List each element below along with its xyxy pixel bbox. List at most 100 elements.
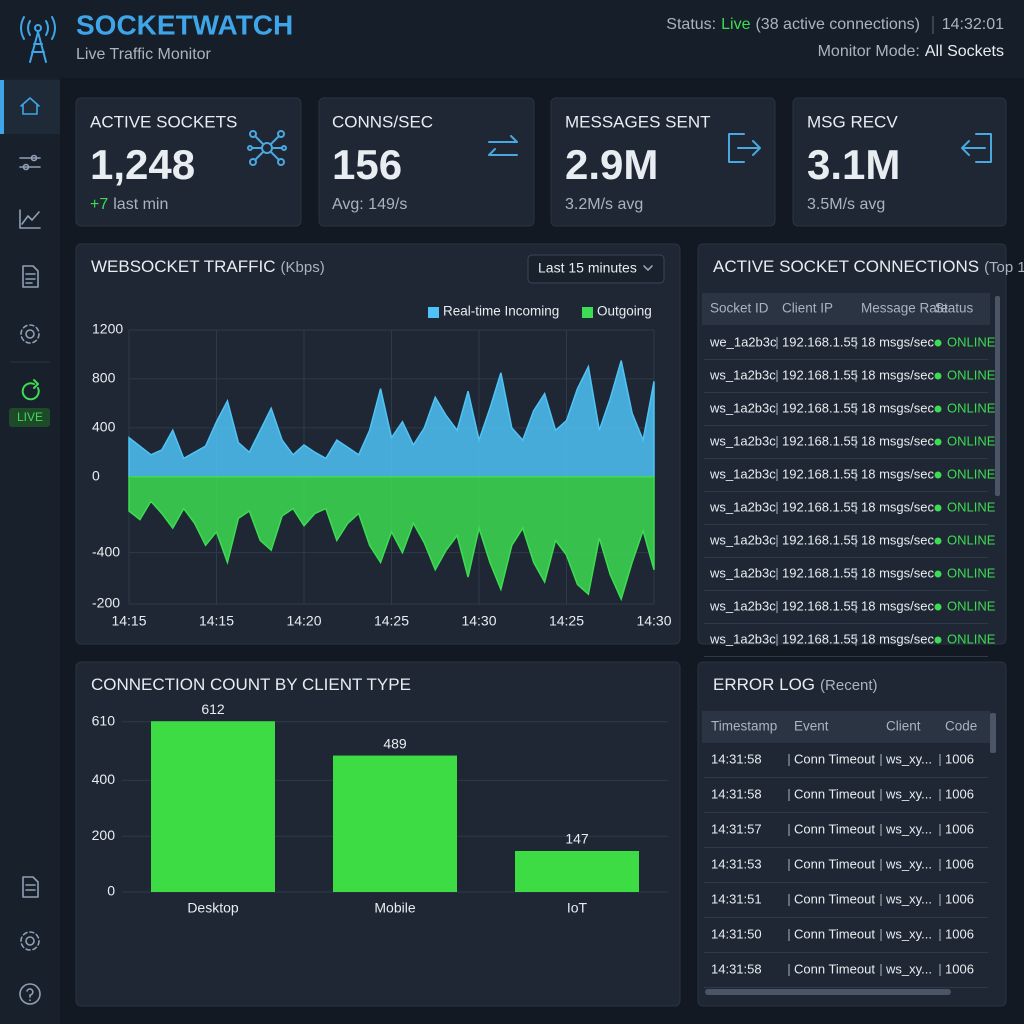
x-tick-label: 14:25 (374, 613, 409, 629)
cell: 192.168.1.55 (782, 334, 858, 349)
x-tick-label: 14:15 (111, 613, 146, 629)
cell: 18 msgs/sec (861, 466, 934, 481)
column-header: Event (794, 719, 829, 734)
legend-label: Outgoing (597, 304, 652, 319)
cell: ws_1a2b3c (709, 598, 776, 613)
cell: 1006 (945, 856, 974, 871)
title-note: (Recent) (820, 677, 878, 694)
cell: 1006 (945, 751, 974, 766)
x-tick-label: IoT (567, 900, 588, 916)
area (128, 476, 655, 602)
nav-help[interactable] (19, 983, 41, 1005)
error-card (697, 661, 1007, 1007)
status-detail: (38 active connections) (755, 16, 920, 33)
nav-home[interactable] (20, 97, 40, 115)
cell: ws_1a2b3c (709, 565, 776, 580)
cell: 192.168.1.55 (782, 631, 858, 646)
kpi-card (792, 97, 1007, 227)
kpi-icon-exchange (488, 135, 518, 156)
status-text: ONLINE (947, 532, 996, 547)
scrollbar[interactable] (995, 296, 1000, 496)
refresh[interactable] (21, 379, 40, 401)
cell: Conn Timeout (794, 891, 875, 906)
mode: Monitor Mode: All Sockets (818, 43, 1004, 60)
data-label: 489 (383, 735, 407, 751)
column-header: Timestamp (711, 719, 777, 734)
status-value: Live (721, 16, 750, 33)
column-header: Socket ID (710, 301, 769, 316)
legend-swatch (582, 307, 593, 318)
nav-docs[interactable] (22, 876, 39, 898)
y-tick-label: -400 (92, 543, 120, 559)
scrollbar-h[interactable] (705, 989, 951, 995)
status-dot (934, 438, 942, 446)
nav-config[interactable] (25, 936, 35, 946)
active-indicator (0, 80, 4, 134)
x-tick-label: 14:20 (286, 613, 321, 629)
cell: ws_1a2b3c (709, 631, 776, 646)
cell: Conn Timeout (794, 751, 875, 766)
title-main: ERROR LOG (713, 675, 815, 694)
cell: ws_1a2b3c (709, 466, 776, 481)
cell: 192.168.1.55 (782, 367, 858, 382)
nav-active-bg (4, 80, 60, 134)
title-main: ACTIVE SOCKET CONNECTIONS (713, 257, 979, 276)
cell: ws_xy... (885, 961, 932, 976)
status-text: ONLINE (947, 466, 996, 481)
cell: ws_1a2b3c (709, 400, 776, 415)
kpi-card (318, 97, 535, 227)
title-note: (Top 10) (984, 259, 1024, 276)
column-header: Code (945, 719, 977, 734)
cell: 14:31:58 (711, 786, 762, 801)
section-title: CONNECTION COUNT BY CLIENT TYPE (91, 675, 411, 694)
nav-settings-ring (20, 324, 40, 344)
y-tick-label: 0 (92, 467, 100, 483)
y-tick-label: -200 (92, 595, 120, 611)
kpi-note-text: 3.5M/s avg (807, 196, 885, 213)
y-tick-label: 400 (92, 419, 116, 435)
cell: 18 msgs/sec (861, 499, 934, 514)
mode-value: All Sockets (925, 43, 1004, 60)
status: Status: Live (38 active connections) (666, 16, 920, 33)
cell: 14:31:53 (711, 856, 762, 871)
kpi-icon-network (247, 130, 287, 166)
kpi-icon-receive (961, 133, 992, 163)
live-badge-text: LIVE (17, 410, 43, 424)
kpi-card (550, 97, 776, 227)
table-header-bg (702, 711, 990, 743)
kpi-icon-send (728, 133, 761, 163)
status-dot (934, 636, 942, 644)
cell: ws_xy... (885, 856, 932, 871)
cell: 1006 (945, 821, 974, 836)
range-selector[interactable] (527, 254, 665, 284)
cell: 18 msgs/sec (861, 367, 934, 382)
app-subtitle: Live Traffic Monitor (76, 46, 212, 63)
cell: ws_xy... (885, 751, 932, 766)
nav-settings[interactable] (25, 329, 35, 339)
nav-routes-knob (30, 154, 38, 162)
nav-logs[interactable] (22, 265, 39, 288)
mode-label: Monitor Mode: (818, 43, 920, 60)
cell: Conn Timeout (794, 786, 875, 801)
x-tick-label: 14:30 (461, 613, 496, 629)
scrollbar[interactable] (990, 713, 996, 753)
y-tick-label: 800 (92, 370, 116, 386)
column-header: Status (935, 301, 974, 316)
bar (151, 721, 275, 892)
status-text: ONLINE (947, 631, 996, 646)
kpi-note: 3.5M/s avg (807, 196, 885, 213)
cell: Conn Timeout (794, 856, 875, 871)
y-tick-label: 400 (92, 771, 116, 787)
cell: 18 msgs/sec (861, 334, 934, 349)
status-text: ONLINE (947, 433, 996, 448)
x-tick-label: Mobile (374, 900, 415, 916)
nav-analytics[interactable] (19, 209, 41, 229)
cell: 192.168.1.55 (782, 433, 858, 448)
kpi-label: CONNS/SEC (332, 112, 433, 131)
status-text: ONLINE (947, 400, 996, 415)
cell: 192.168.1.55 (782, 400, 858, 415)
cell: 1006 (945, 786, 974, 801)
cell: ws_1a2b3c (709, 367, 776, 382)
section-title: ERROR LOG (Recent) (713, 675, 878, 694)
